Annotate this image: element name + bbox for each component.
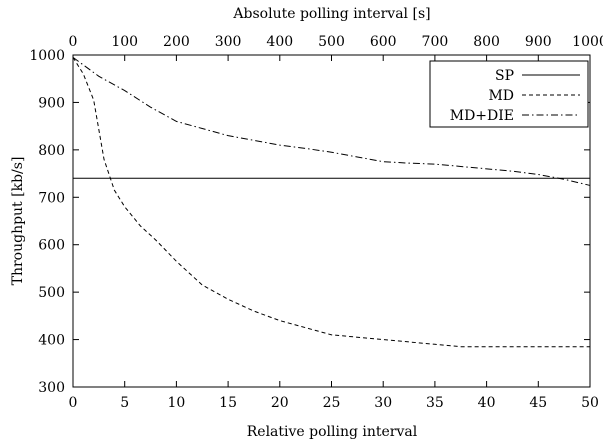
y-tick-label: 700 bbox=[38, 190, 65, 206]
x-tick-label: 10 bbox=[167, 395, 185, 411]
series-line-md-die bbox=[72, 56, 591, 186]
x2-axis-title: Absolute polling interval [s] bbox=[232, 6, 430, 22]
y-tick-label: 500 bbox=[38, 285, 65, 301]
x-tick-label: 5 bbox=[120, 395, 129, 411]
x2-tick-label: 300 bbox=[215, 34, 242, 50]
x-tick-label: 25 bbox=[323, 395, 341, 411]
x-tick-label: 20 bbox=[271, 395, 289, 411]
y-tick-label: 900 bbox=[38, 95, 65, 111]
x2-tick-label: 0 bbox=[69, 34, 78, 50]
legend-label: SP bbox=[495, 68, 514, 84]
legend-label: MD bbox=[488, 88, 514, 104]
x-tick-label: 40 bbox=[478, 395, 496, 411]
y-tick-label: 800 bbox=[38, 143, 65, 159]
x-tick-label: 15 bbox=[219, 395, 237, 411]
legend-label: MD+DIE bbox=[450, 108, 514, 124]
x2-tick-label: 800 bbox=[473, 34, 500, 50]
y-tick-label: 600 bbox=[38, 238, 65, 254]
y-tick-label: 300 bbox=[38, 380, 65, 396]
legend-box bbox=[429, 60, 589, 128]
y-tick-label: 400 bbox=[38, 333, 65, 349]
x-tick-label: 30 bbox=[374, 395, 392, 411]
x2-tick-label: 200 bbox=[163, 34, 190, 50]
x-axis-title: Relative polling interval bbox=[247, 424, 418, 440]
legend: SP MD MD+DIE bbox=[429, 60, 589, 128]
x2-tick-label: 700 bbox=[422, 34, 449, 50]
x-tick-label: 45 bbox=[529, 395, 547, 411]
x-tick-label: 50 bbox=[581, 395, 599, 411]
x2-tick-label: 400 bbox=[266, 34, 293, 50]
x2-tick-label: 500 bbox=[318, 34, 345, 50]
x2-tick-label: 600 bbox=[370, 34, 397, 50]
x-tick-label: 0 bbox=[69, 395, 78, 411]
x2-tick-label: 100 bbox=[111, 34, 138, 50]
y-axis-title: Throughput [kb/s] bbox=[10, 157, 26, 286]
x2-tick-label: 1000 bbox=[572, 34, 603, 50]
x2-tick-label: 900 bbox=[525, 34, 552, 50]
y-tick-label: 1000 bbox=[29, 48, 65, 64]
x-tick-label: 35 bbox=[426, 395, 444, 411]
